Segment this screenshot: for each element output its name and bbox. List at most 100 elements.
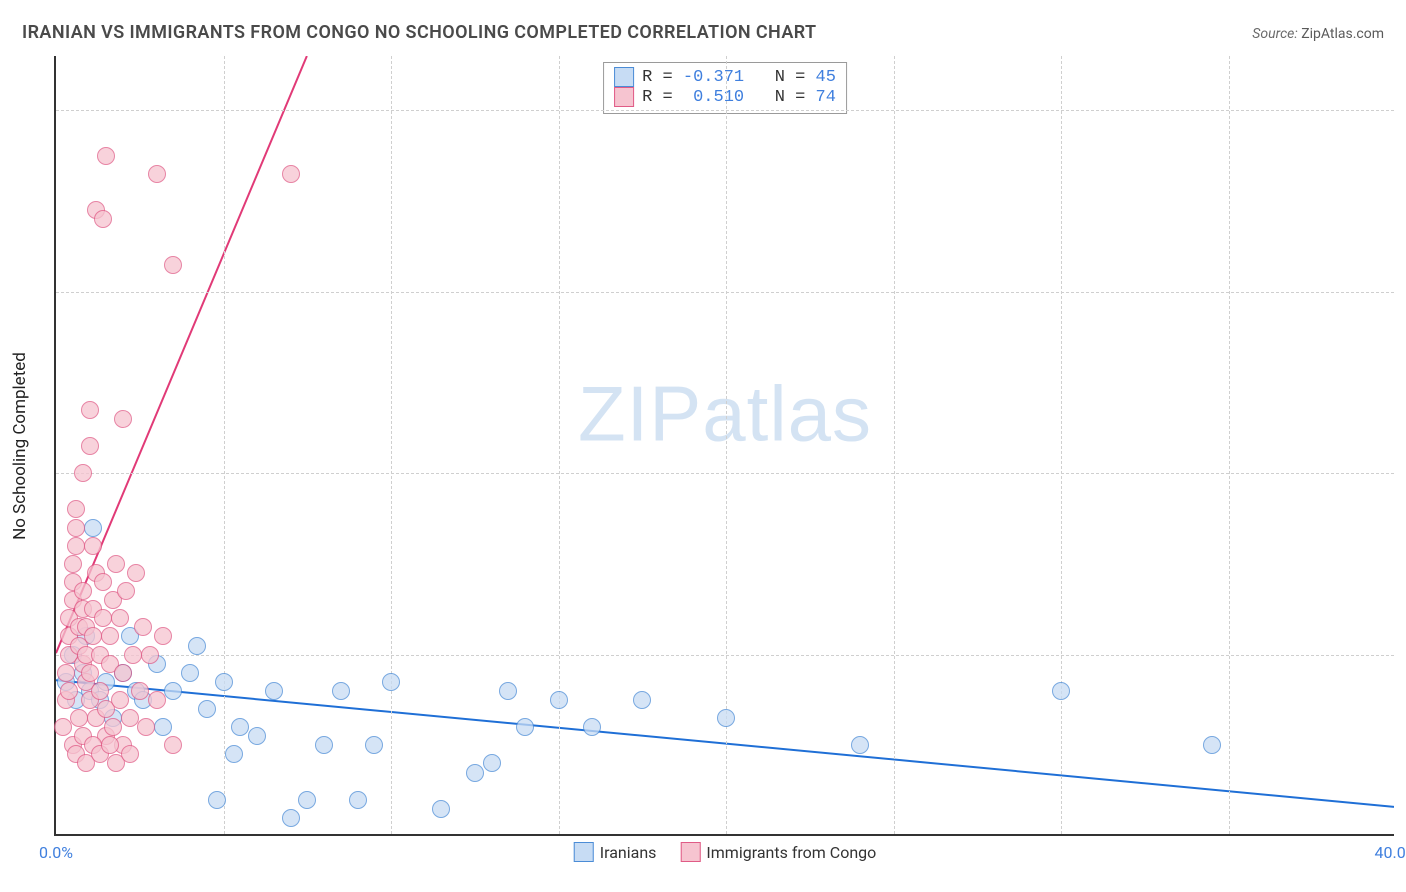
data-point-congo bbox=[148, 165, 166, 183]
data-point-congo bbox=[81, 401, 99, 419]
data-point-congo bbox=[121, 709, 139, 727]
gridline-h bbox=[56, 473, 1394, 474]
y-tick-label: 6.0% bbox=[1400, 282, 1406, 301]
data-point-iranians bbox=[164, 682, 182, 700]
data-point-iranians bbox=[466, 764, 484, 782]
data-point-congo bbox=[74, 582, 92, 600]
data-point-iranians bbox=[633, 691, 651, 709]
data-point-congo bbox=[141, 646, 159, 664]
data-point-iranians bbox=[717, 709, 735, 727]
legend-label: Immigrants from Congo bbox=[706, 843, 876, 862]
data-point-congo bbox=[64, 555, 82, 573]
stats-row-iranians: R = -0.371 N = 45 bbox=[614, 67, 836, 87]
data-point-iranians bbox=[516, 718, 534, 736]
y-tick-label: 4.0% bbox=[1400, 464, 1406, 483]
data-point-iranians bbox=[315, 736, 333, 754]
watermark-light: atlas bbox=[702, 369, 872, 457]
y-tick-label: 2.0% bbox=[1400, 645, 1406, 664]
gridline-v bbox=[559, 56, 560, 834]
data-point-congo bbox=[101, 627, 119, 645]
data-point-congo bbox=[164, 736, 182, 754]
stats-text: R = 0.510 N = 74 bbox=[642, 88, 836, 107]
source-label: Source: bbox=[1252, 26, 1297, 42]
data-point-iranians bbox=[198, 700, 216, 718]
data-point-congo bbox=[114, 410, 132, 428]
gridline-h bbox=[56, 110, 1394, 111]
data-point-congo bbox=[67, 537, 85, 555]
swatch-iranians bbox=[574, 842, 594, 862]
data-point-congo bbox=[60, 682, 78, 700]
data-point-congo bbox=[104, 718, 122, 736]
data-point-congo bbox=[81, 437, 99, 455]
data-point-congo bbox=[114, 664, 132, 682]
data-point-iranians bbox=[298, 791, 316, 809]
legend-label: Iranians bbox=[600, 843, 657, 862]
data-point-iranians bbox=[265, 682, 283, 700]
data-point-iranians bbox=[583, 718, 601, 736]
data-point-congo bbox=[131, 682, 149, 700]
swatch-iranians bbox=[614, 67, 634, 87]
gridline-v bbox=[224, 56, 225, 834]
data-point-congo bbox=[67, 500, 85, 518]
data-point-iranians bbox=[282, 809, 300, 827]
data-point-congo bbox=[81, 664, 99, 682]
data-point-iranians bbox=[382, 673, 400, 691]
stats-legend: R = -0.371 N = 45R = 0.510 N = 74 bbox=[603, 62, 847, 114]
swatch-congo bbox=[614, 87, 634, 107]
scatter-chart: ZIPatlas R = -0.371 N = 45R = 0.510 N = … bbox=[54, 56, 1394, 836]
stats-row-congo: R = 0.510 N = 74 bbox=[614, 87, 836, 107]
data-point-congo bbox=[111, 609, 129, 627]
data-point-iranians bbox=[225, 745, 243, 763]
series-legend: Iranians Immigrants from Congo bbox=[574, 842, 877, 862]
data-point-congo bbox=[282, 165, 300, 183]
data-point-congo bbox=[101, 736, 119, 754]
data-point-congo bbox=[94, 210, 112, 228]
legend-item-iranians: Iranians bbox=[574, 842, 657, 862]
data-point-iranians bbox=[181, 664, 199, 682]
gridline-v bbox=[391, 56, 392, 834]
gridline-v bbox=[1229, 56, 1230, 834]
data-point-congo bbox=[84, 537, 102, 555]
x-tick-label: 0.0% bbox=[39, 843, 73, 862]
data-point-congo bbox=[84, 627, 102, 645]
data-point-iranians bbox=[84, 519, 102, 537]
data-point-congo bbox=[97, 147, 115, 165]
source-attribution: Source: ZipAtlas.com bbox=[1252, 26, 1384, 42]
data-point-congo bbox=[107, 555, 125, 573]
gridline-v bbox=[1061, 56, 1062, 834]
data-point-congo bbox=[117, 582, 135, 600]
gridline-h bbox=[56, 655, 1394, 656]
legend-item-congo: Immigrants from Congo bbox=[680, 842, 876, 862]
data-point-congo bbox=[91, 682, 109, 700]
data-point-iranians bbox=[499, 682, 517, 700]
data-point-congo bbox=[67, 519, 85, 537]
y-axis-label: No Schooling Completed bbox=[10, 352, 30, 540]
data-point-iranians bbox=[248, 727, 266, 745]
data-point-congo bbox=[137, 718, 155, 736]
chart-title: IRANIAN VS IMMIGRANTS FROM CONGO NO SCHO… bbox=[22, 22, 817, 43]
data-point-iranians bbox=[550, 691, 568, 709]
data-point-congo bbox=[134, 618, 152, 636]
watermark: ZIPatlas bbox=[578, 368, 872, 459]
stats-text: R = -0.371 N = 45 bbox=[642, 68, 836, 87]
y-tick-label: 8.0% bbox=[1400, 101, 1406, 120]
data-point-iranians bbox=[432, 800, 450, 818]
watermark-bold: ZIP bbox=[578, 369, 702, 457]
data-point-congo bbox=[154, 627, 172, 645]
data-point-congo bbox=[111, 691, 129, 709]
data-point-iranians bbox=[365, 736, 383, 754]
data-point-congo bbox=[94, 573, 112, 591]
data-point-congo bbox=[94, 609, 112, 627]
data-point-iranians bbox=[208, 791, 226, 809]
data-point-congo bbox=[127, 564, 145, 582]
source-value: ZipAtlas.com bbox=[1301, 26, 1384, 42]
data-point-congo bbox=[57, 664, 75, 682]
data-point-congo bbox=[121, 745, 139, 763]
swatch-congo bbox=[680, 842, 700, 862]
data-point-iranians bbox=[1052, 682, 1070, 700]
data-point-iranians bbox=[154, 718, 172, 736]
x-tick-label: 40.0% bbox=[1375, 843, 1406, 862]
data-point-iranians bbox=[231, 718, 249, 736]
data-point-congo bbox=[74, 464, 92, 482]
gridline-v bbox=[894, 56, 895, 834]
